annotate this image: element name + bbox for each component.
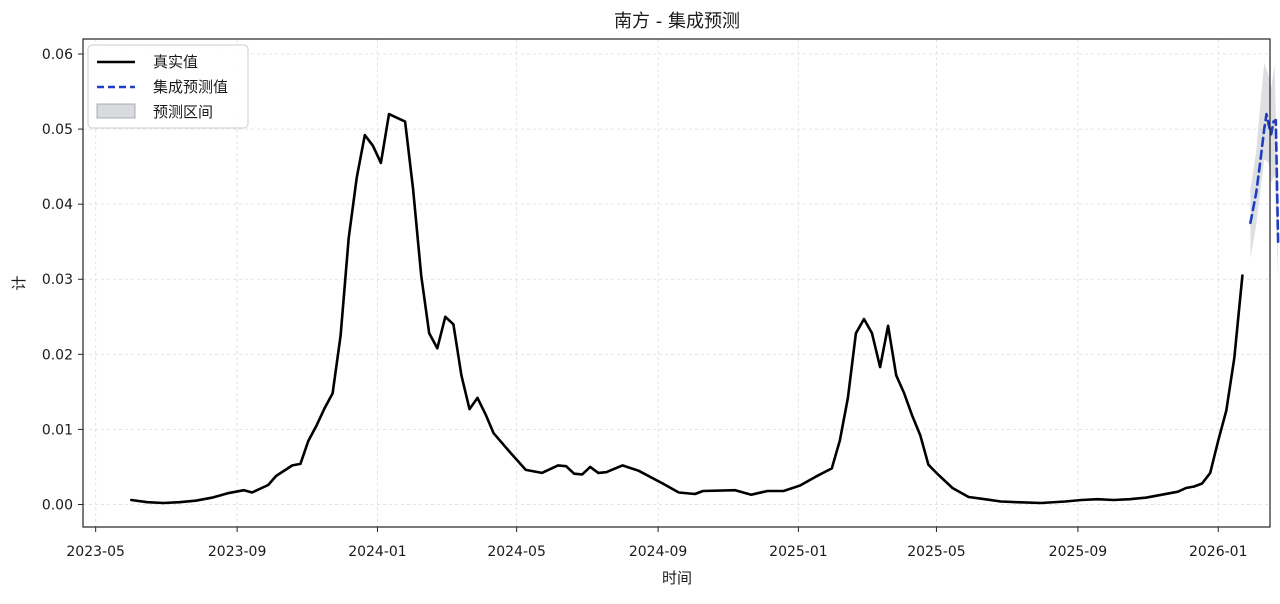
legend: 真实值 集成预测值 预测区间 (87, 44, 249, 129)
plot-frame (82, 38, 1271, 528)
actual-value-line (130, 112, 1244, 505)
x-tick-label: 2025-01 (769, 544, 828, 560)
x-tick-label: 2026-01 (1189, 544, 1248, 560)
series-layer (130, 112, 1280, 505)
prediction-interval-band (1250, 63, 1279, 281)
legend-swatch-band (96, 103, 136, 119)
x-tick-label: 2025-05 (907, 544, 966, 560)
y-axis: 0.00 0.01 0.02 0.03 0.04 0.05 0.06 (42, 47, 83, 513)
x-axis: 2023-05 2023-09 2024-01 2024-05 2024-09 2025-… (66, 527, 1247, 560)
prediction-band-layer (1250, 63, 1279, 281)
y-tick-label: 0.00 (42, 497, 73, 513)
x-tick-label: 2023-05 (66, 544, 125, 560)
legend-label-band: 预测区间 (153, 103, 213, 121)
x-tick-label: 2023-09 (208, 544, 267, 560)
y-tick-label: 0.06 (42, 47, 73, 63)
y-tick-label: 0.04 (42, 197, 73, 213)
legend-label-forecast: 集成预测值 (153, 78, 228, 96)
y-tick-label: 0.02 (42, 347, 73, 363)
ensemble-forecast-line (1249, 112, 1280, 243)
y-tick-label: 0.01 (42, 422, 73, 438)
x-axis-title: 时间 (662, 569, 692, 587)
y-tick-label: 0.05 (42, 122, 73, 138)
x-tick-label: 2024-09 (629, 544, 688, 560)
x-tick-label: 2024-01 (348, 544, 407, 560)
x-tick-label: 2025-09 (1049, 544, 1108, 560)
grid (83, 39, 1270, 527)
y-axis-title: 计 (10, 275, 28, 290)
legend-label-actual: 真实值 (153, 53, 198, 71)
x-tick-label: 2024-05 (487, 544, 546, 560)
y-tick-label: 0.03 (42, 272, 73, 288)
chart-title: 南方 - 集成预测 (614, 11, 740, 32)
